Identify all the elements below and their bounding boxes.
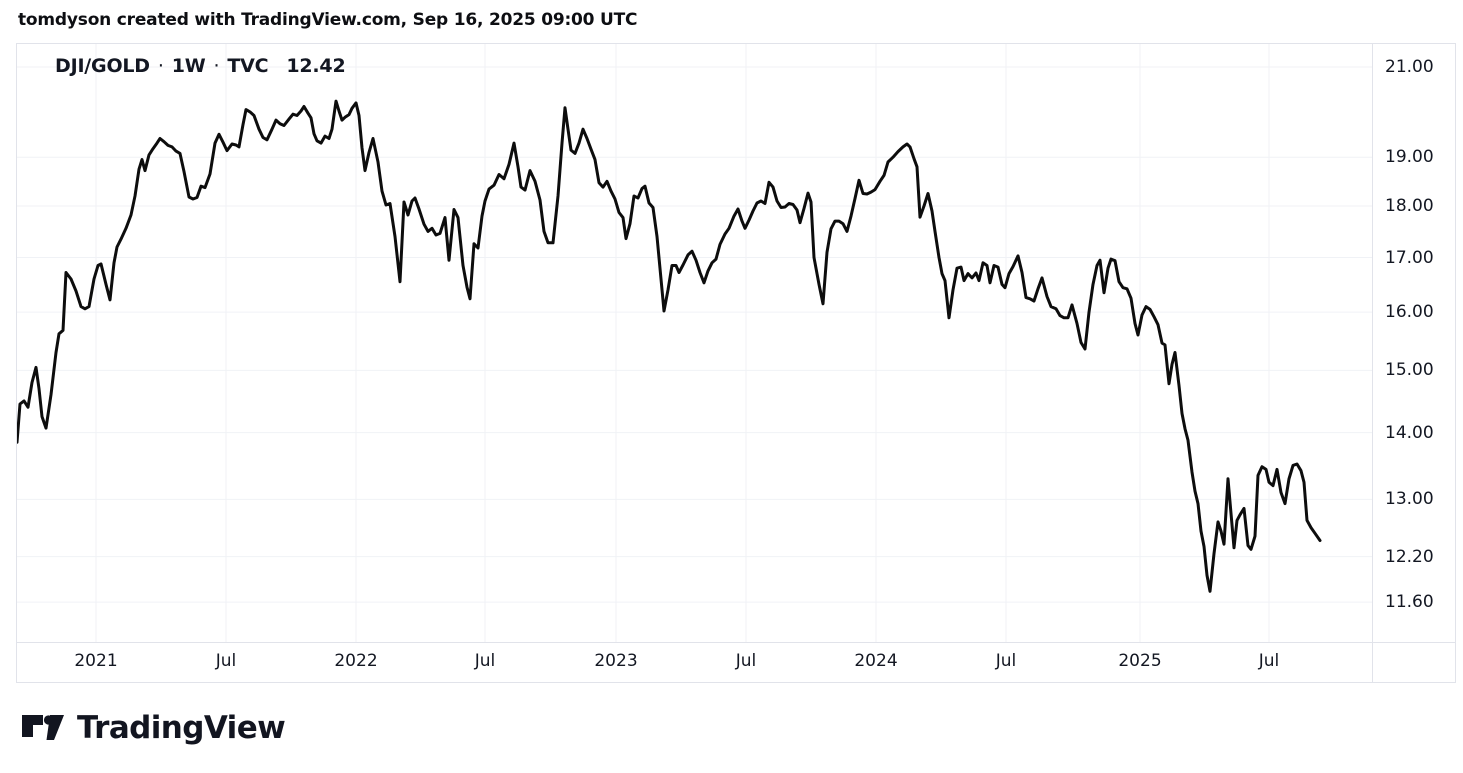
chart-legend: DJI/GOLD · 1W · TVC 12.42: [55, 54, 346, 78]
price-tick-label: 19.00: [1385, 147, 1434, 168]
price-tick-label: 17.00: [1385, 247, 1434, 268]
time-tick-label: 2021: [74, 651, 118, 671]
price-line-series: [17, 99, 1322, 593]
price-tick-label: 16.00: [1385, 302, 1434, 323]
price-tick-label: 21.00: [1385, 57, 1434, 77]
tradingview-logo-icon: [22, 715, 64, 740]
time-tick-label: Jul: [474, 651, 496, 671]
price-tick-label: 15.00: [1385, 360, 1434, 381]
price-tick-label: 13.00: [1385, 489, 1434, 510]
legend-separator-icon: ·: [157, 55, 164, 77]
price-tick-label: 12.20: [1385, 546, 1434, 567]
attribution-text: tomdyson created with TradingView.com, S…: [18, 10, 638, 30]
time-tick-label: 2025: [1118, 651, 1162, 671]
time-tick-label: 2024: [854, 651, 898, 671]
price-tick-label: 11.60: [1385, 592, 1434, 613]
chart-widget: DJI/GOLD · 1W · TVC 12.42 21.00 19.00 18.0…: [16, 43, 1456, 683]
time-axis[interactable]: 2021 Jul 2022 Jul 2023 Jul 2024 Jul 2025 Jul: [17, 642, 1455, 682]
legend-interval: 1W: [171, 55, 206, 77]
time-tick-label: Jul: [735, 651, 757, 671]
tradingview-wordmark: TradingView: [77, 710, 286, 746]
time-tick-label: 2022: [334, 651, 378, 671]
price-axis[interactable]: 21.00 19.00 18.00 17.00 16.00 15.00 14.00 13.00…: [1372, 44, 1455, 642]
price-tick-label: 18.00: [1385, 195, 1434, 216]
time-tick-label: Jul: [995, 651, 1017, 671]
time-tick-label: 2023: [594, 651, 638, 671]
legend-separator-icon: ·: [213, 55, 220, 77]
tradingview-logo-link[interactable]: TradingView: [22, 708, 286, 748]
legend-last-value: 12.42: [286, 55, 346, 77]
chart-canvas[interactable]: [17, 44, 1455, 682]
legend-exchange: TVC: [227, 55, 269, 77]
time-tick-label: Jul: [1258, 651, 1280, 671]
time-tick-label: Jul: [215, 651, 237, 671]
price-tick-label: 14.00: [1385, 422, 1434, 443]
legend-symbol: DJI/GOLD: [55, 55, 150, 77]
